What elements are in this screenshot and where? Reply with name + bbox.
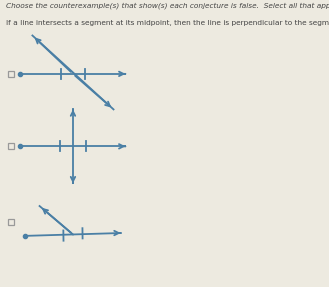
Text: If a line intersects a segment at its midpoint, then the line is perpendicular t: If a line intersects a segment at its mi… (6, 20, 329, 26)
Bar (8, 218, 13, 225)
Text: Choose the counterexample(s) that show(s) each conjecture is false.  Select all : Choose the counterexample(s) that show(s… (6, 3, 329, 9)
Bar (8, 71, 13, 77)
Bar (8, 143, 13, 150)
